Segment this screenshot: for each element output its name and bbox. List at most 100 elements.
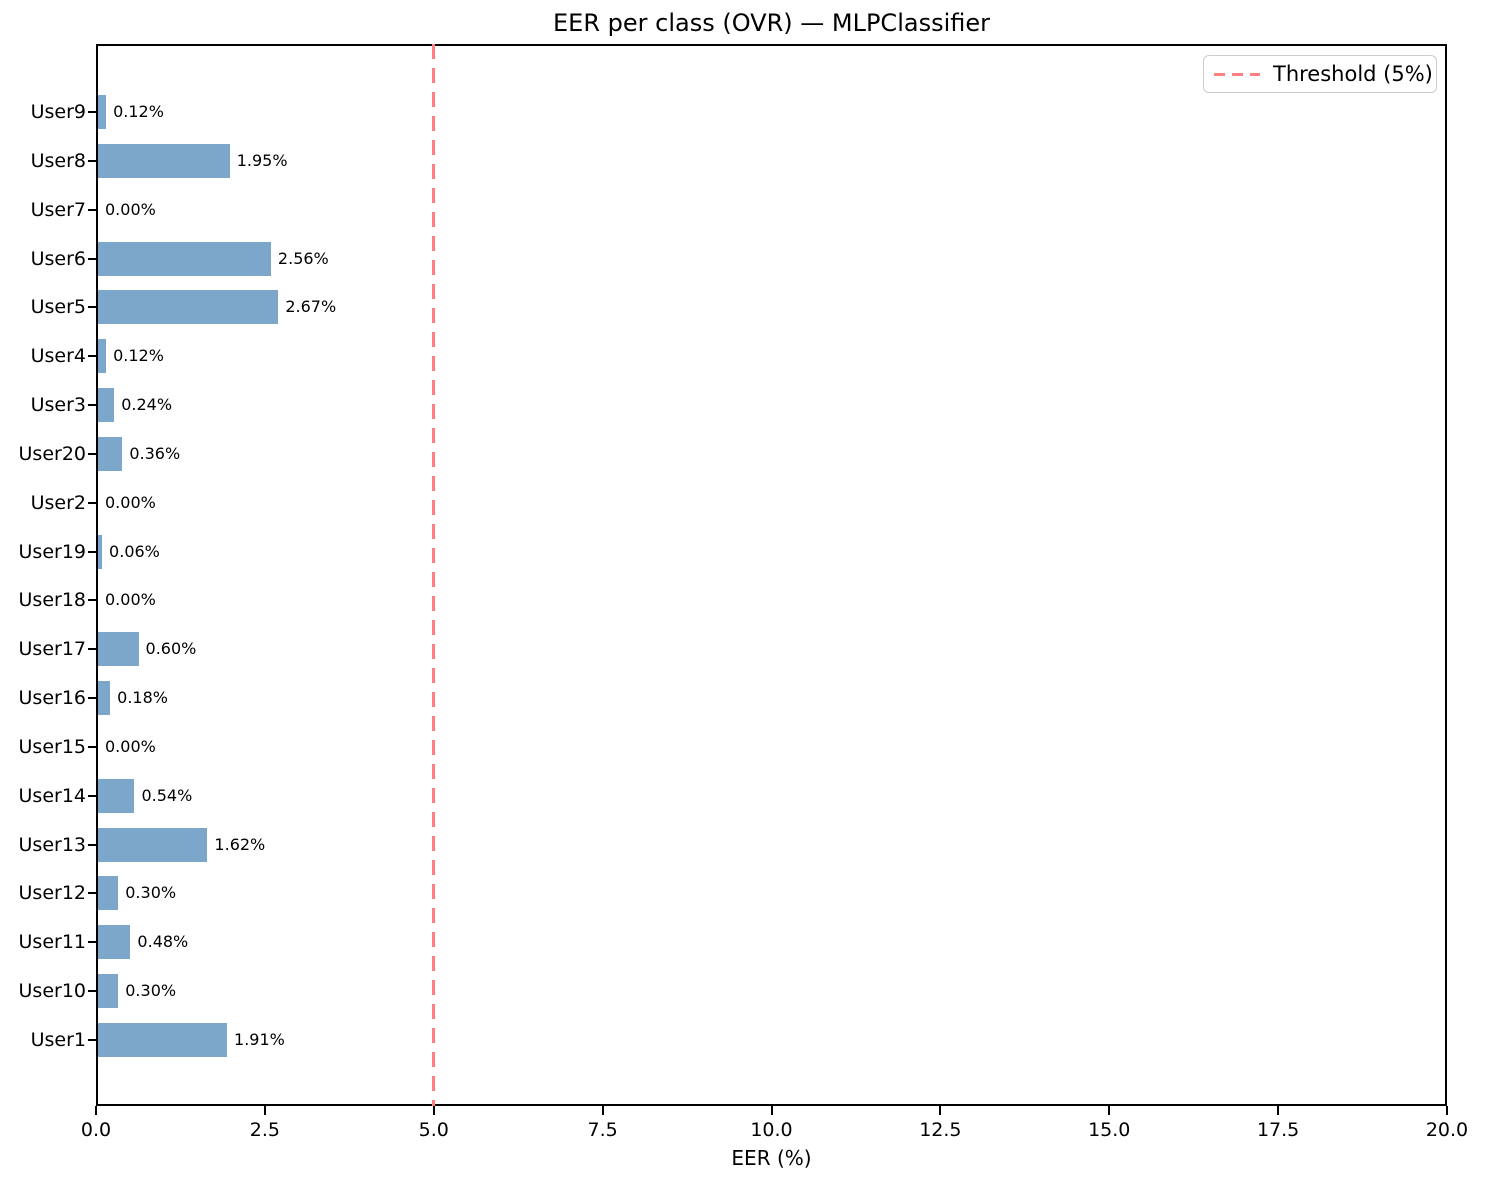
bar [98,534,103,569]
y-axis-tick-label: User5 [30,296,86,319]
y-axis-tick-mark [88,599,96,602]
bar [98,778,135,813]
y-axis-tick-label: User4 [30,345,86,368]
bar [98,95,107,129]
y-axis-tick-label: User15 [18,735,86,758]
x-axis-tick-label: 0.0 [80,1119,112,1141]
chart-title: EER per class (OVR) — MLPClassifier [553,9,990,37]
bar [98,241,271,276]
bar-value-label: 1.91% [234,1029,285,1049]
x-axis-tick-mark [1446,1106,1448,1115]
y-axis-tick-label: User14 [18,784,86,807]
bar [98,339,107,374]
plot-area [96,44,1447,1106]
y-axis-tick-mark [88,111,96,113]
y-axis-tick-mark [88,941,96,944]
x-axis-tick-label: 5.0 [418,1119,449,1141]
bar-value-label: 0.00% [105,199,156,219]
x-axis-tick-label: 20.0 [1425,1119,1469,1141]
x-axis-tick-mark [939,1106,942,1115]
y-axis-tick-mark [88,452,96,455]
y-axis-tick-label: User9 [30,101,86,123]
y-axis-tick-mark [88,306,96,309]
legend-label: Threshold (5%) [1273,62,1433,86]
bar-value-label: 0.60% [145,639,197,659]
y-axis-tick-mark [88,697,96,700]
x-axis-tick-mark [1108,1106,1111,1115]
y-axis-tick-label: User8 [30,149,86,172]
x-axis-tick-mark [601,1106,604,1115]
y-axis-tick-label: User20 [18,442,86,465]
bar [98,632,139,667]
x-axis-tick-mark [1277,1106,1280,1115]
bar-value-label: 0.24% [121,395,173,415]
y-axis-tick-mark [88,892,96,895]
bar-value-label: 0.00% [105,590,156,610]
threshold-line [432,44,436,1106]
bar [98,143,230,178]
y-axis-tick-label: User12 [18,882,86,905]
bar-value-label: 1.62% [214,834,266,854]
x-axis-tick-label: 12.5 [919,1119,962,1141]
bar [98,925,131,960]
x-axis-tick-label: 17.5 [1256,1119,1300,1141]
y-axis-tick-label: User3 [30,394,86,417]
y-axis-tick-label: User18 [18,589,86,612]
bar-value-label: 2.56% [277,248,329,268]
bar-value-label: 0.36% [129,443,181,463]
y-axis-tick-mark [88,990,96,993]
y-axis-tick-mark [88,1038,96,1041]
y-axis-tick-label: User19 [18,540,86,563]
bar-value-label: 0.30% [125,883,177,903]
x-axis-tick-mark [770,1106,773,1115]
bar [98,827,208,862]
x-axis-tick-mark [95,1106,97,1115]
bar-value-label: 0.30% [125,981,177,1001]
y-axis-tick-mark [88,257,96,260]
x-axis-tick-mark [263,1106,266,1115]
x-axis-tick-label: 10.0 [750,1119,793,1141]
bar-value-label: 0.54% [141,785,193,805]
x-axis-tick-label: 15.0 [1088,1119,1131,1141]
x-axis-tick-mark [432,1106,435,1115]
bar-value-label: 2.67% [285,297,337,317]
y-axis-tick-label: User13 [18,833,86,856]
bar [98,388,115,423]
bar [98,290,279,325]
bar-value-label: 0.00% [105,736,156,756]
y-axis-tick-mark [88,159,96,162]
bar [98,1022,228,1057]
bar-value-label: 0.00% [105,492,156,512]
y-axis-tick-label: User17 [18,638,86,661]
bar-value-label: 0.18% [117,688,168,708]
x-axis-label: EER (%) [731,1146,812,1170]
y-axis-tick-label: User16 [18,687,86,710]
y-axis-tick-mark [88,501,96,504]
x-axis-tick-label: 7.5 [587,1119,618,1141]
y-axis-tick-label: User10 [18,980,86,1003]
y-axis-tick-label: User11 [18,931,86,954]
bar-value-label: 1.95% [236,150,288,170]
y-axis-tick-mark [88,794,96,797]
bar-value-label: 0.12% [113,102,164,121]
y-axis-tick-label: User1 [30,1028,86,1051]
y-axis-tick-label: User7 [30,198,86,221]
y-axis-tick-mark [88,355,96,358]
y-axis-tick-mark [88,404,96,407]
y-axis-tick-mark [88,745,96,748]
x-axis-tick-label: 2.5 [249,1119,280,1141]
bar [98,681,111,716]
y-axis-tick-mark [88,550,96,553]
threshold-dash-icon [1214,72,1260,76]
bar [98,974,119,1009]
bar-value-label: 0.12% [113,346,164,366]
y-axis-tick-label: User6 [30,247,86,270]
y-axis-tick-mark [88,208,96,211]
y-axis-tick-mark [88,648,96,651]
bar [98,436,123,471]
y-axis-tick-mark [88,843,96,846]
legend: Threshold (5%) [1203,55,1437,93]
bar-value-label: 0.06% [109,541,160,561]
y-axis-tick-label: User2 [30,491,86,514]
